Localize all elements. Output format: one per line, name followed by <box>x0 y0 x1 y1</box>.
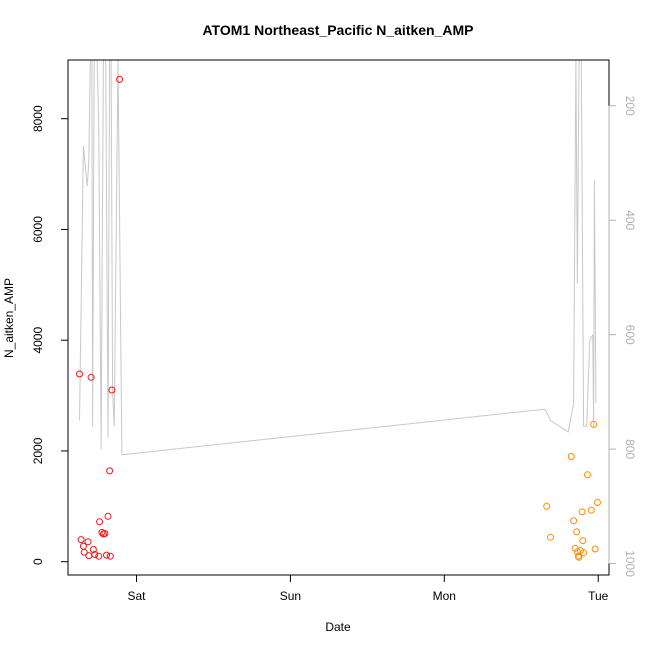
y-tick-label: 2000 <box>31 437 45 464</box>
x-tick-label: Sat <box>127 589 146 603</box>
data-point <box>87 373 95 381</box>
data-point <box>584 471 591 479</box>
data-point <box>579 537 587 545</box>
data-point <box>95 552 103 560</box>
y-axis-left: 0 2000 4000 6000 8000 <box>31 105 69 565</box>
y-tick-label: 0 <box>31 558 45 565</box>
y-tick-label: 8000 <box>31 105 45 132</box>
data-point <box>590 420 598 428</box>
x-axis: Sat Sun Mon Tue <box>127 574 609 603</box>
data-point <box>594 499 601 506</box>
data-point <box>101 530 109 537</box>
data-point <box>567 453 575 460</box>
y2-tick-label: 800 <box>623 439 637 459</box>
data-points <box>76 75 601 561</box>
y2-tick-label: 400 <box>623 210 637 230</box>
chart-title: ATOM1 Northeast_Pacific N_aitken_AMP <box>202 22 473 38</box>
data-point <box>103 551 110 559</box>
y-axis-label: N_aitken_AMP <box>2 278 16 358</box>
data-point <box>80 548 88 556</box>
secondary-axis-line <box>79 60 597 456</box>
y-axis-right: 200 400 600 800 1000 <box>608 96 637 577</box>
x-axis-label: Date <box>325 620 351 634</box>
data-point <box>91 551 99 558</box>
data-point <box>573 528 581 536</box>
data-point <box>575 553 583 561</box>
data-point <box>84 538 92 546</box>
data-point <box>76 370 83 378</box>
data-point <box>570 517 578 525</box>
data-point <box>587 506 595 514</box>
data-point <box>547 533 554 541</box>
data-point <box>77 536 85 544</box>
data-point <box>96 518 104 526</box>
data-point <box>106 552 114 560</box>
data-point <box>116 75 124 83</box>
y2-series-line <box>79 60 597 456</box>
y2-tick-label: 600 <box>623 325 637 345</box>
data-point <box>89 546 97 553</box>
data-point <box>578 508 586 516</box>
x-tick-label: Tue <box>588 589 609 603</box>
data-point <box>543 502 551 510</box>
data-point <box>98 528 106 536</box>
x-tick-label: Sun <box>280 589 301 603</box>
data-point <box>591 545 599 553</box>
y2-tick-label: 1000 <box>623 550 637 577</box>
x-tick-label: Mon <box>433 589 456 603</box>
y-tick-label: 6000 <box>31 216 45 243</box>
data-point <box>580 549 588 557</box>
y-tick-label: 4000 <box>31 327 45 354</box>
data-point <box>106 467 114 475</box>
data-point <box>104 512 112 520</box>
y2-tick-label: 200 <box>623 96 637 116</box>
data-point <box>108 386 116 394</box>
